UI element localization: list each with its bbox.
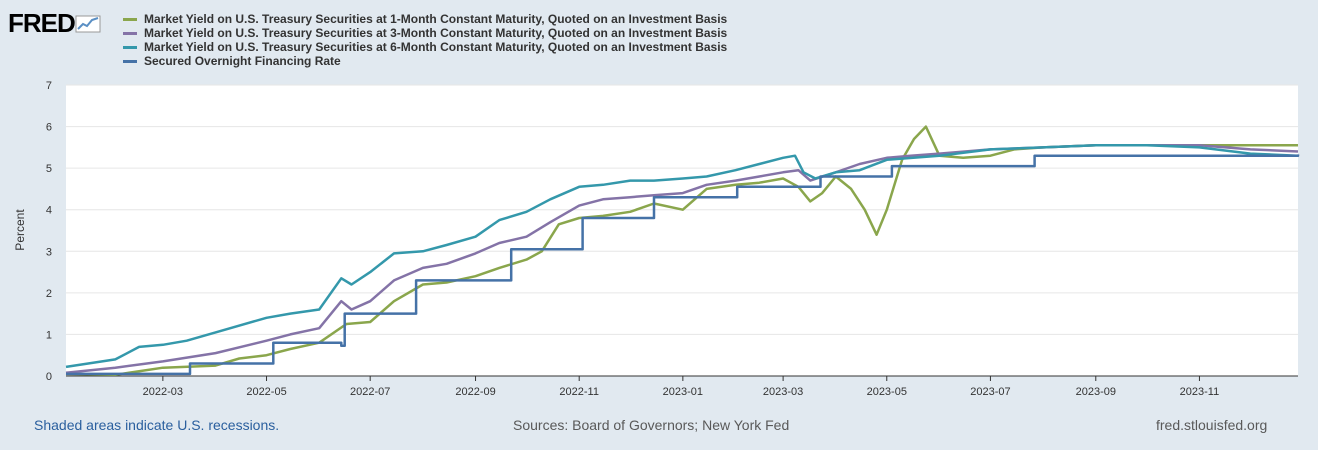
y-tick-label: 0 bbox=[46, 371, 52, 383]
x-tick-label: 2023-11 bbox=[1180, 386, 1220, 398]
x-tick-label: 2022-11 bbox=[559, 386, 599, 398]
y-tick-label: 2 bbox=[46, 288, 52, 300]
legend-swatch bbox=[123, 17, 137, 21]
legend-label: Secured Overnight Financing Rate bbox=[144, 54, 341, 68]
y-tick-label: 6 bbox=[46, 122, 52, 134]
x-tick-label: 2023-07 bbox=[970, 386, 1010, 398]
fred-logo-text: FRED bbox=[8, 8, 76, 38]
series-line bbox=[66, 154, 1300, 376]
y-tick-label: 1 bbox=[46, 329, 52, 341]
x-tick-label: 2023-03 bbox=[763, 386, 803, 398]
chart-legend: Market Yield on U.S. Treasury Securities… bbox=[123, 12, 727, 68]
legend-item[interactable]: Market Yield on U.S. Treasury Securities… bbox=[123, 12, 727, 26]
gridlines bbox=[66, 84, 1298, 377]
legend-swatch bbox=[123, 31, 137, 35]
legend-item[interactable]: Market Yield on U.S. Treasury Securities… bbox=[123, 26, 727, 40]
x-tick-label: 2023-01 bbox=[663, 386, 703, 398]
y-tick-label: 3 bbox=[46, 246, 52, 258]
y-axis-ticks: 0 1 2 3 4 5 6 7 bbox=[46, 80, 52, 383]
y-tick-label: 7 bbox=[46, 80, 52, 92]
legend-item[interactable]: Market Yield on U.S. Treasury Securities… bbox=[123, 40, 727, 54]
legend-label: Market Yield on U.S. Treasury Securities… bbox=[144, 26, 728, 40]
x-tick-label: 2022-03 bbox=[143, 386, 183, 398]
x-tick-label: 2022-05 bbox=[246, 386, 286, 398]
series-layer bbox=[65, 125, 1300, 377]
legend-swatch bbox=[123, 45, 137, 49]
site-link[interactable]: fred.stlouisfed.org bbox=[1156, 417, 1268, 433]
x-tick-label: 2022-09 bbox=[455, 386, 495, 398]
sources-note: Sources: Board of Governors; New York Fe… bbox=[513, 417, 790, 433]
x-tick-label: 2022-07 bbox=[350, 386, 390, 398]
legend-label: Market Yield on U.S. Treasury Securities… bbox=[144, 40, 728, 54]
plot-area bbox=[66, 85, 1298, 376]
y-tick-label: 4 bbox=[46, 205, 52, 217]
legend-swatch bbox=[123, 59, 137, 63]
x-tick-label: 2023-05 bbox=[867, 386, 907, 398]
x-tick-label: 2023-09 bbox=[1076, 386, 1116, 398]
y-tick-label: 5 bbox=[46, 163, 52, 175]
legend-item[interactable]: Secured Overnight Financing Rate bbox=[123, 54, 727, 68]
recessions-note: Shaded areas indicate U.S. recessions. bbox=[34, 417, 280, 433]
y-axis-label: Percent bbox=[13, 209, 27, 251]
series-line bbox=[65, 125, 1298, 377]
legend-label: Market Yield on U.S. Treasury Securities… bbox=[144, 12, 728, 26]
chart-trend-icon bbox=[75, 15, 101, 32]
fred-logo[interactable]: FRED bbox=[8, 8, 101, 39]
series-line bbox=[65, 144, 1299, 369]
x-axis-ticks: 2022-03 2022-05 2022-07 2022-09 2022-11 2023-… bbox=[143, 376, 1220, 398]
